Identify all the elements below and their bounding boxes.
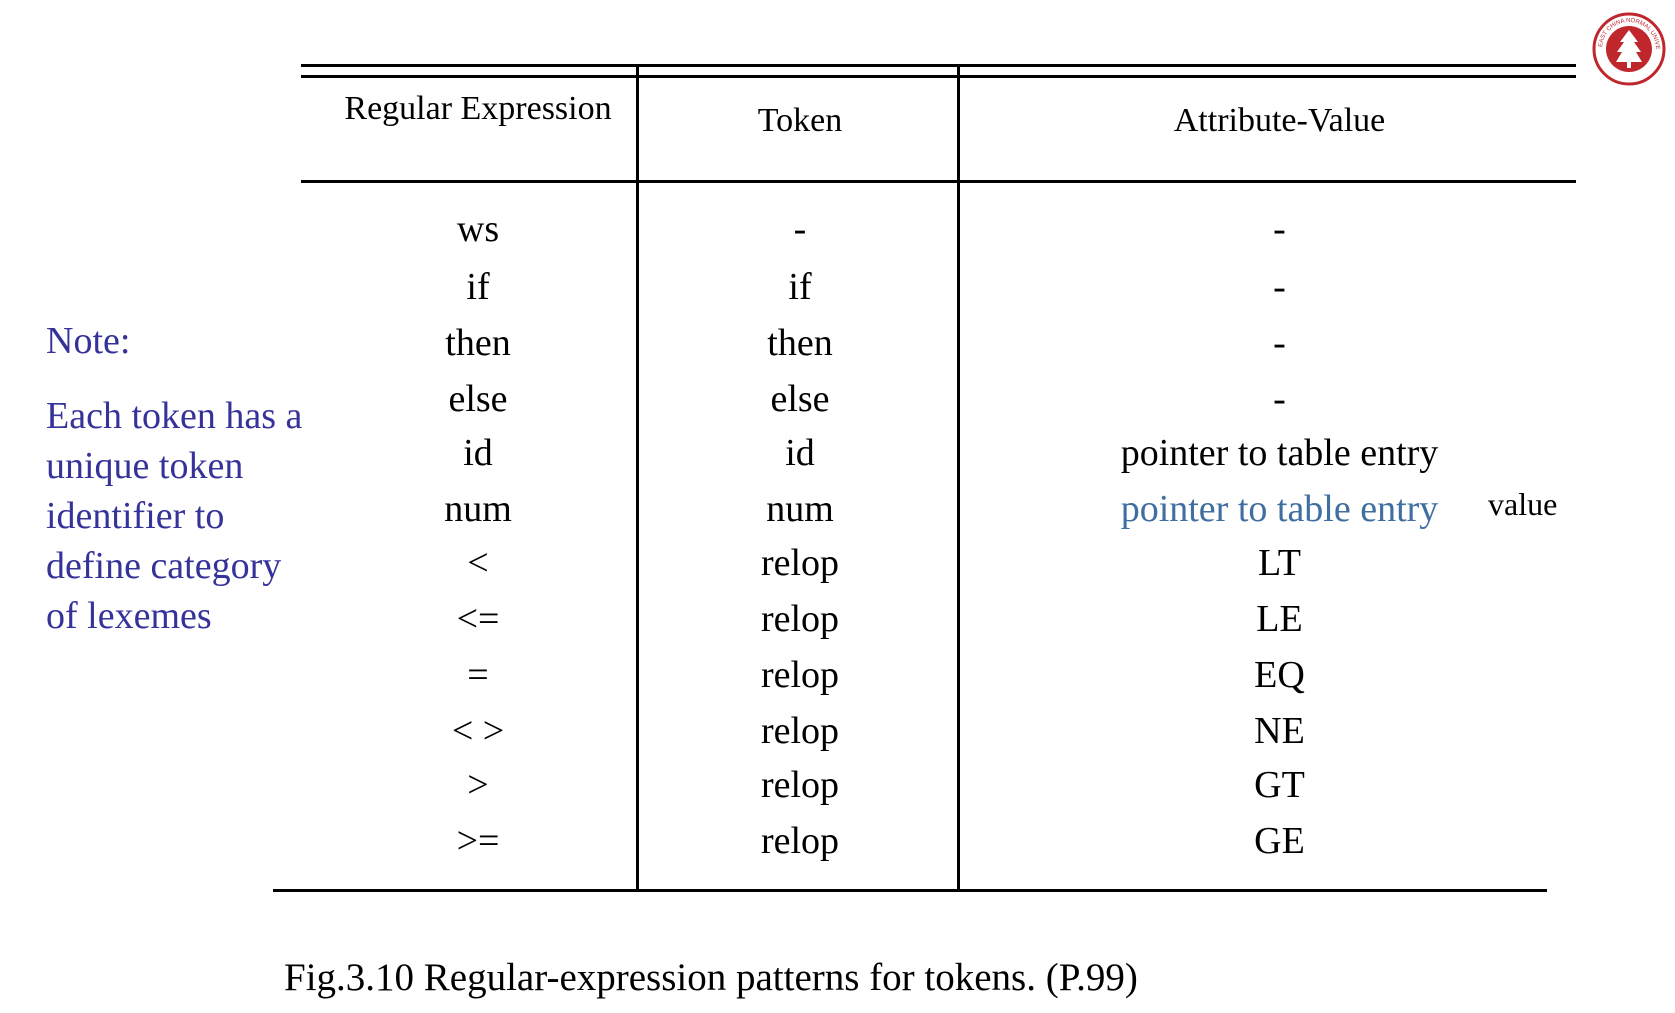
cell-re: id <box>463 432 493 474</box>
cell-token: id <box>785 432 815 474</box>
figure-caption: Fig.3.10 Regular-expression patterns for… <box>284 956 1138 999</box>
cell-token: relop <box>760 542 840 584</box>
cell-token: - <box>793 208 807 250</box>
table-top-rule-2 <box>301 75 1576 78</box>
university-seal-icon: EAST CHINA NORMAL UNIVERSITY <box>1590 8 1666 86</box>
cell-re: < <box>467 542 489 584</box>
cell-attr: - <box>1273 378 1286 420</box>
cell-re: <= <box>456 598 500 640</box>
note-line: of lexemes <box>46 595 212 637</box>
cell-attr: EQ <box>1254 654 1305 696</box>
table-top-rule-1 <box>301 64 1576 67</box>
header-token: Token <box>757 102 843 139</box>
note-title: Note: <box>46 320 131 362</box>
cell-token: if <box>788 266 812 308</box>
cell-re: ws <box>456 208 500 250</box>
cell-attr: NE <box>1254 710 1305 752</box>
value-annotation: value <box>1488 486 1558 522</box>
note-line: identifier to <box>46 495 225 537</box>
cell-attr: LE <box>1256 598 1303 640</box>
cell-token: relop <box>760 710 840 752</box>
cell-re: < > <box>451 710 505 752</box>
cell-re: > <box>467 764 489 806</box>
cell-re: num <box>444 488 512 530</box>
table-divider-2 <box>957 64 960 891</box>
cell-attr: LT <box>1258 542 1301 584</box>
cell-re: = <box>467 654 489 696</box>
cell-re: then <box>445 322 511 364</box>
header-attribute-value: Attribute-Value <box>1173 102 1386 139</box>
cell-token: relop <box>760 598 840 640</box>
table-divider-1 <box>636 64 639 891</box>
table-bottom-rule <box>273 889 1547 892</box>
cell-token: else <box>770 378 830 420</box>
cell-token: num <box>766 488 834 530</box>
cell-attr: - <box>1273 208 1286 250</box>
cell-token: then <box>767 322 833 364</box>
note-line: Each token has a <box>46 395 303 437</box>
header-regular-expression: Regular Expression <box>344 90 612 127</box>
table-header-rule <box>301 180 1576 183</box>
note-line: unique token <box>46 445 244 487</box>
cell-re: >= <box>456 820 500 862</box>
cell-attr: - <box>1273 266 1286 308</box>
cell-token: relop <box>760 820 840 862</box>
university-logo: EAST CHINA NORMAL UNIVERSITY <box>1590 8 1666 86</box>
cell-re: else <box>448 378 508 420</box>
cell-attr: GE <box>1254 820 1305 862</box>
cell-re: if <box>466 266 490 308</box>
note-line: define category <box>46 545 282 587</box>
cell-attr: - <box>1273 322 1286 364</box>
cell-attr: pointer to table entry <box>1120 488 1439 530</box>
cell-attr: pointer to table entry <box>1120 432 1439 474</box>
cell-attr: GT <box>1254 764 1305 806</box>
cell-token: relop <box>760 764 840 806</box>
cell-token: relop <box>760 654 840 696</box>
